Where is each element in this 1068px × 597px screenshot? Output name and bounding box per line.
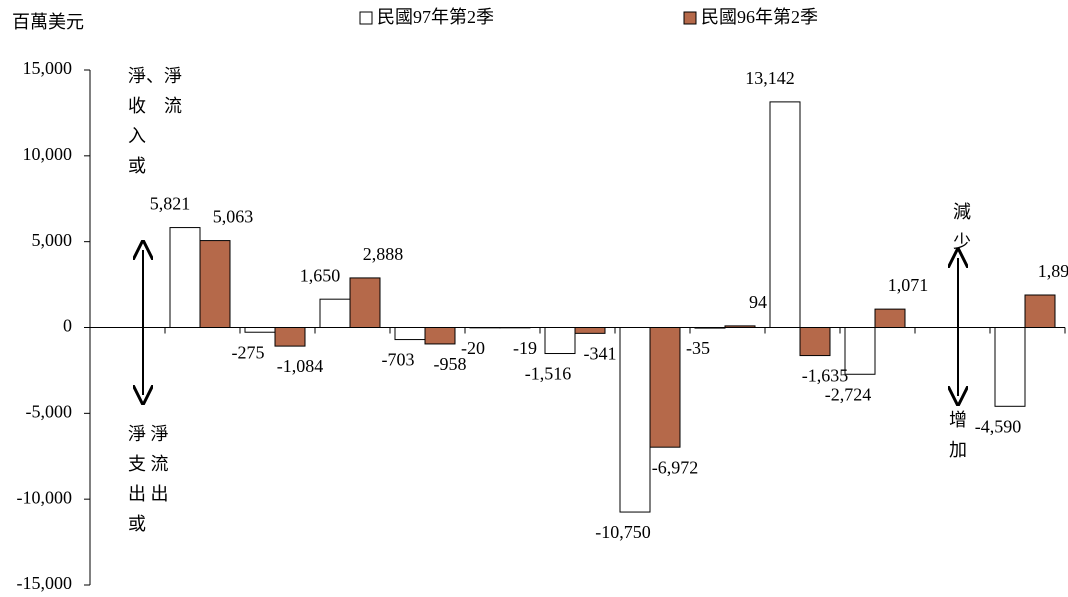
bar [169,227,201,328]
legend-label: 民國96年第2季 [701,7,818,27]
annotation: 或 [128,514,146,534]
value-label: 5,821 [150,194,191,214]
y-tick-label: 5,000 [32,230,73,250]
legend-swatch [359,11,373,25]
bar [319,298,351,328]
value-label: -1,516 [525,364,572,384]
bar [769,101,801,329]
y-tick-label: 10,000 [23,144,73,164]
annotation: 出 出 [128,484,169,504]
value-label: -2,724 [825,384,872,404]
annotation: 入 [128,126,146,146]
y-unit-label: 百萬美元 [12,12,84,32]
value-label: -1,084 [277,356,324,376]
bar [844,327,876,375]
bar [694,327,726,329]
bar [574,327,606,334]
annotation: 收 流 [128,96,182,116]
annotation: 加 [949,440,967,460]
value-label: 94 [749,292,767,312]
bar [724,325,756,328]
bar [544,327,576,355]
bar [199,240,231,328]
y-tick-label: 15,000 [23,58,73,78]
annotation: 減 [953,202,971,222]
bar [394,327,426,341]
annotation: 淨、淨 [128,66,182,86]
bar [244,327,276,333]
value-label: -341 [584,343,617,363]
value-label: -6,972 [652,457,699,477]
y-tick-label: -15,000 [17,573,73,593]
annotation: 或 [128,156,146,176]
bar [799,327,831,357]
annotation: 少 [953,232,971,252]
value-label: 1,071 [888,275,929,295]
value-label: 2,888 [363,244,404,264]
legend-label: 民國97年第2季 [377,7,494,27]
value-label: -10,750 [595,522,651,542]
bar [649,327,681,448]
value-label: 1,893 [1038,261,1068,281]
y-tick-label: -10,000 [17,487,73,507]
y-tick-label: 0 [63,316,72,336]
bar [274,327,306,347]
bar [349,277,381,328]
annotation: 增 [949,410,967,430]
annotation: 淨 淨 [128,424,169,444]
value-label: -703 [382,350,415,370]
value-label: 5,063 [213,207,254,227]
value-label: -1,635 [802,366,849,386]
value-label: -20 [461,338,485,358]
value-label: -958 [434,354,467,374]
bar [619,327,651,513]
value-label: 1,650 [300,265,341,285]
value-label: -35 [686,338,710,358]
value-label: -19 [513,338,537,358]
value-label: -4,590 [975,416,1022,436]
y-tick-label: -5,000 [26,401,73,421]
bar [994,327,1026,407]
value-label: -275 [232,342,265,362]
bar [1024,294,1056,329]
value-label: 13,142 [745,68,795,88]
annotation: 支 流 [128,454,169,474]
bar [874,308,906,329]
bar [424,327,456,345]
legend-swatch [683,11,697,25]
